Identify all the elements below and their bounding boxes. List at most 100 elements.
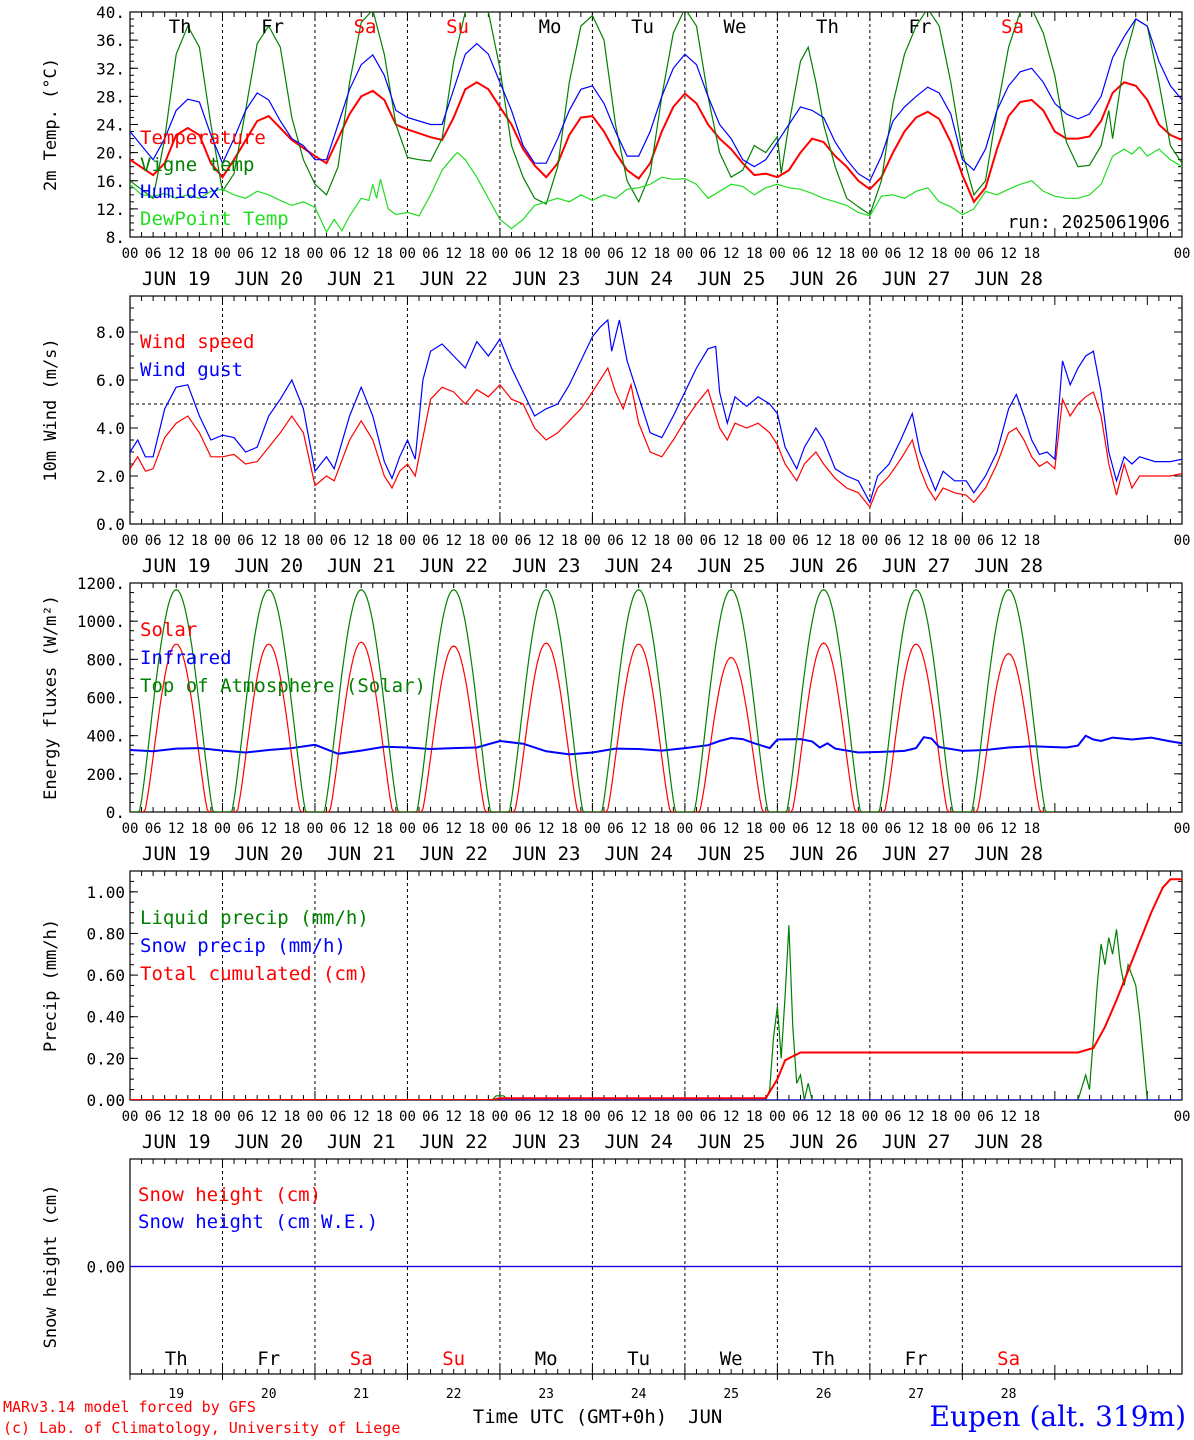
hour-tick-label: 00	[676, 821, 693, 837]
y-tick-label: 1000.	[77, 612, 125, 631]
date-label: JUN 22	[419, 1131, 488, 1153]
hour-tick-label: 12	[353, 533, 370, 549]
hour-tick-label: 00	[399, 1109, 416, 1125]
hour-tick-label: 06	[330, 821, 347, 837]
hour-tick-label: 06	[237, 533, 254, 549]
y-tick-label: 12.	[96, 200, 125, 219]
day-number-label: 21	[353, 1387, 369, 1402]
time-axis-title: Time UTC (GMT+0h)	[473, 1406, 667, 1428]
date-label: JUN 19	[142, 843, 211, 865]
hour-tick-label: 12	[1000, 821, 1017, 837]
date-label: JUN 24	[604, 1131, 673, 1153]
y-tick-label: 1.00	[86, 883, 125, 902]
hour-tick-label: 06	[422, 821, 439, 837]
hour-tick-label: 12	[1000, 1109, 1017, 1125]
y-tick-label: 0.80	[86, 924, 125, 943]
day-number-label: 22	[446, 1387, 462, 1402]
day-label-top: Sa	[1001, 16, 1024, 38]
hour-tick-label: 12	[445, 821, 462, 837]
hour-tick-label: 12	[908, 246, 925, 262]
hour-tick-label: 18	[746, 246, 763, 262]
plot-frame-precip	[129, 870, 1183, 1101]
hour-tick-label: 06	[700, 246, 717, 262]
hour-tick-label: 18	[653, 533, 670, 549]
day-label-bottom: Th	[165, 1348, 188, 1370]
hour-tick-label: 12	[445, 533, 462, 549]
hour-tick-label: 00	[769, 246, 786, 262]
series-line-total-cumulated-cm-	[130, 878, 1182, 1100]
day-number-label: 23	[538, 1387, 554, 1402]
day-number-label: 26	[816, 1387, 832, 1402]
hour-tick-label: 06	[700, 533, 717, 549]
date-label: JUN 22	[419, 268, 488, 290]
hour-tick-label: 12	[723, 1109, 740, 1125]
hour-tick-label: 12	[538, 533, 555, 549]
date-label: JUN 21	[327, 555, 396, 577]
hour-tick-label: 06	[422, 533, 439, 549]
hour-tick-label: 06	[422, 246, 439, 262]
hour-tick-label: 00	[492, 821, 509, 837]
hour-tick-label: 00	[769, 533, 786, 549]
hour-tick-label: 12	[260, 821, 277, 837]
y-tick-label: 16.	[96, 172, 125, 191]
date-label: JUN 28	[974, 555, 1043, 577]
hour-tick-label: 12	[908, 533, 925, 549]
day-label-bottom: Mo	[535, 1348, 558, 1370]
hour-tick-label: 00	[676, 1109, 693, 1125]
date-label: JUN 27	[882, 268, 951, 290]
hour-tick-label: 00	[954, 821, 971, 837]
day-label-bottom: Sa	[350, 1348, 373, 1370]
hour-tick-label: 18	[1023, 1109, 1040, 1125]
hour-tick-label: 06	[885, 821, 902, 837]
day-number-label: 24	[631, 1387, 647, 1402]
day-label-top: Fr	[909, 16, 932, 38]
date-label: JUN 27	[882, 1131, 951, 1153]
legend-infrared: Infrared	[140, 647, 232, 669]
series-line-dewpoint-temp	[130, 146, 1182, 234]
hour-tick-label: 12	[260, 1109, 277, 1125]
hour-tick-label: 06	[515, 533, 532, 549]
hour-tick-label: 06	[515, 821, 532, 837]
hour-tick-label: 12	[630, 246, 647, 262]
legend-snow-height-cm-: Snow height (cm)	[138, 1184, 321, 1206]
hour-tick-label: 06	[977, 1109, 994, 1125]
hour-tick-label: 06	[792, 821, 809, 837]
hour-tick-label: 12	[630, 821, 647, 837]
hour-tick-label: 00	[492, 1109, 509, 1125]
hour-tick-label: 06	[422, 1109, 439, 1125]
series-line-liquid-precip-mm-h-	[130, 925, 1148, 1100]
hour-tick-label: 06	[237, 821, 254, 837]
hour-tick-label: 00	[307, 821, 324, 837]
day-number-label: 19	[168, 1387, 184, 1402]
day-label-top: Mo	[539, 16, 562, 38]
hour-tick-label: 00	[676, 246, 693, 262]
hour-tick-label: 18	[746, 533, 763, 549]
day-label-bottom: We	[720, 1348, 743, 1370]
hour-tick-label: 00	[122, 821, 139, 837]
hour-tick-label: 12	[168, 533, 185, 549]
hour-tick-label: 00	[122, 246, 139, 262]
hour-tick-label: 12	[168, 1109, 185, 1125]
hour-tick-label: 00	[492, 533, 509, 549]
hour-tick-label: 00	[1174, 246, 1191, 262]
plot-frame-wind	[129, 295, 1183, 525]
date-label: JUN 25	[697, 268, 766, 290]
y-tick-label: 0.00	[86, 1091, 125, 1110]
hour-tick-label: 18	[376, 533, 393, 549]
date-label: JUN 26	[789, 1131, 858, 1153]
date-label: JUN 22	[419, 555, 488, 577]
y-axis-label-wind: 10m Wind (m/s)	[41, 338, 61, 481]
y-tick-label: 0.00	[86, 1258, 125, 1277]
hour-tick-label: 06	[700, 1109, 717, 1125]
hour-tick-label: 00	[584, 246, 601, 262]
date-label: JUN 22	[419, 843, 488, 865]
legend-liquid-precip-mm-h-: Liquid precip (mm/h)	[140, 907, 369, 929]
date-label: JUN 23	[512, 268, 581, 290]
hour-tick-label: 06	[977, 246, 994, 262]
legend-total-cumulated-cm-: Total cumulated (cm)	[140, 963, 369, 985]
hour-tick-label: 12	[538, 821, 555, 837]
legend-snow-precip-mm-h-: Snow precip (mm/h)	[140, 935, 346, 957]
y-tick-label: 28.	[96, 87, 125, 106]
date-label: JUN 26	[789, 843, 858, 865]
credit-line-2: (c) Lab. of Climatology, University of L…	[3, 1419, 401, 1437]
